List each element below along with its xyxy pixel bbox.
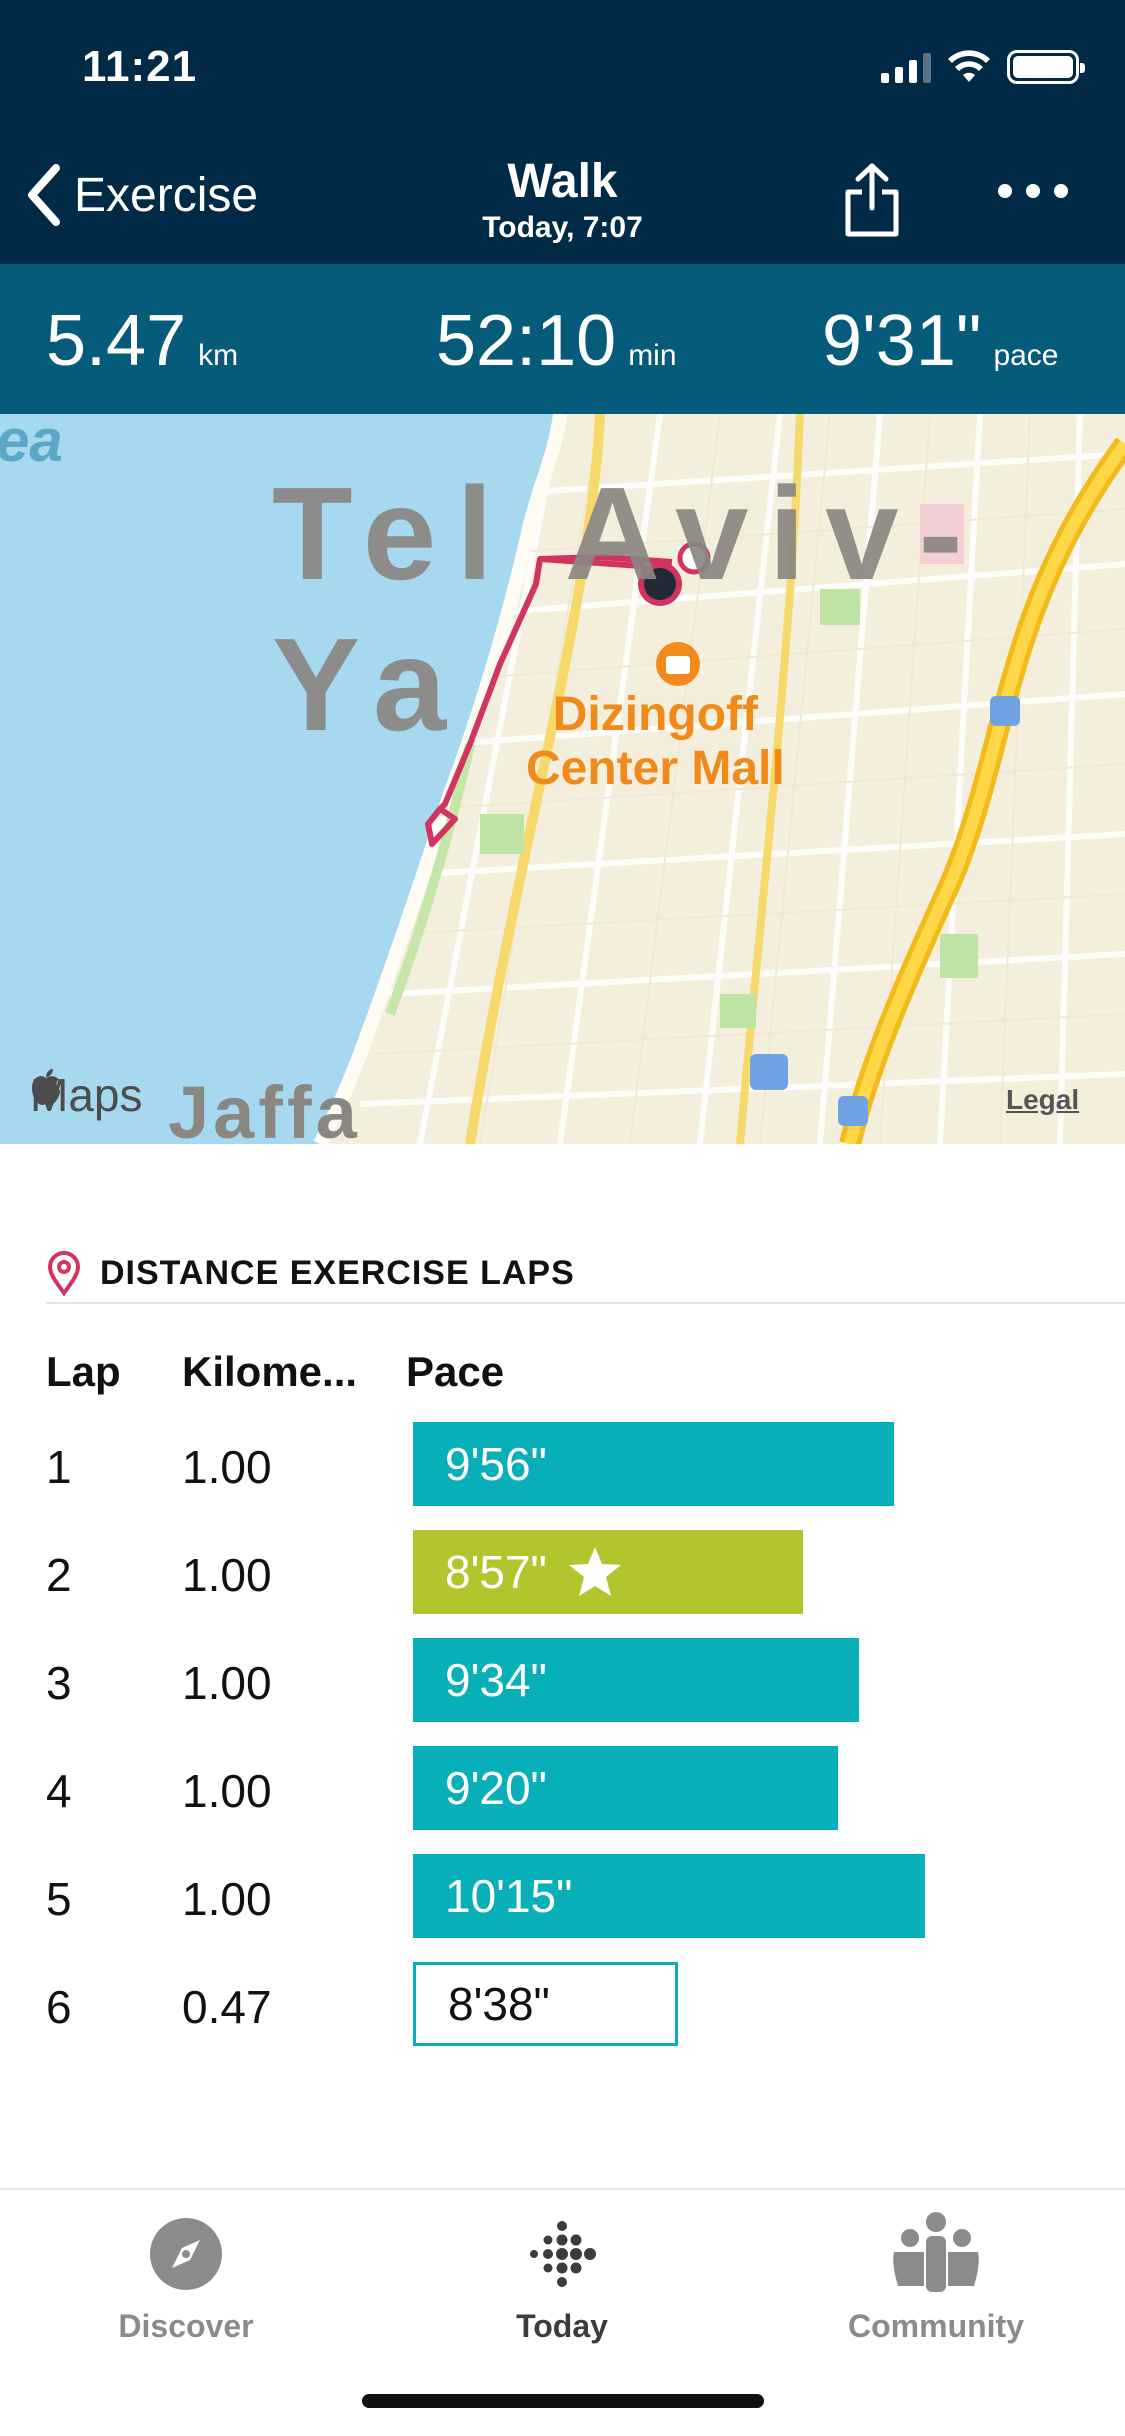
status-icons bbox=[881, 50, 1085, 84]
lap-pace: 9'56" bbox=[445, 1438, 547, 1490]
lap-number: 6 bbox=[46, 1981, 72, 2033]
fitbit-dots-icon bbox=[530, 2221, 596, 2287]
compass-icon bbox=[150, 2218, 222, 2290]
lap-row[interactable]: 1 1.00 9'56" bbox=[0, 1422, 1125, 1506]
lap-number: 2 bbox=[46, 1549, 72, 1601]
map-legal-link[interactable]: Legal bbox=[1006, 1084, 1080, 1115]
lap-number: 4 bbox=[46, 1765, 72, 1817]
section-divider bbox=[46, 1302, 1125, 1304]
pace-column-header: Pace bbox=[406, 1348, 505, 1395]
lap-pace: 8'38" bbox=[448, 1978, 550, 2030]
lap-pace-bar: 10'15" bbox=[413, 1854, 925, 1938]
battery-icon bbox=[1007, 50, 1085, 84]
lap-row[interactable]: 2 1.00 8'57" bbox=[0, 1530, 1125, 1614]
tab-today-label: Today bbox=[516, 2308, 608, 2344]
status-bar: 11:21 bbox=[0, 0, 1125, 132]
lap-row[interactable]: 5 1.00 10'15" bbox=[0, 1854, 1125, 1938]
pace-stat: 9'31" pace bbox=[822, 300, 1059, 382]
route-map[interactable]: ea Tel Aviv-Ya Dizingoff Center Mall Map… bbox=[0, 414, 1125, 1144]
back-label: Exercise bbox=[74, 168, 259, 222]
exercise-datetime: Today, 7:07 bbox=[482, 211, 643, 244]
lap-pace: 9'34" bbox=[445, 1654, 547, 1706]
back-button[interactable]: Exercise bbox=[24, 162, 258, 228]
lap-number: 5 bbox=[46, 1873, 72, 1925]
laps-section-title: DISTANCE EXERCISE LAPS bbox=[46, 1250, 575, 1296]
map-city-label: Tel Aviv-Ya bbox=[272, 460, 983, 758]
distance-value: 5.47 bbox=[46, 301, 187, 381]
distance-unit: km bbox=[198, 339, 239, 372]
map-sea-label: ea bbox=[0, 414, 63, 474]
location-pin-icon bbox=[47, 1251, 81, 1296]
pace-unit: pace bbox=[993, 339, 1059, 372]
page-title: Walk Today, 7:07 bbox=[0, 154, 1125, 245]
best-lap-star-icon bbox=[568, 1547, 621, 1596]
map-poi-label: Dizingoff Center Mall bbox=[526, 688, 785, 796]
lap-number: 3 bbox=[46, 1657, 72, 1709]
status-time: 11:21 bbox=[82, 42, 198, 91]
lap-number: 1 bbox=[46, 1441, 72, 1493]
duration-unit: min bbox=[628, 339, 677, 372]
lap-distance: 1.00 bbox=[182, 1657, 272, 1709]
lap-column-header: Lap bbox=[46, 1348, 121, 1395]
nav-bar: Exercise Walk Today, 7:07 bbox=[0, 132, 1125, 264]
chevron-left-icon bbox=[28, 164, 60, 226]
dot-icon bbox=[998, 184, 1012, 198]
home-indicator[interactable] bbox=[362, 2394, 764, 2408]
map-canvas bbox=[0, 414, 1125, 1144]
laps-section-label: DISTANCE EXERCISE LAPS bbox=[100, 1253, 575, 1292]
tab-community-label: Community bbox=[848, 2308, 1024, 2344]
lap-row[interactable]: 6 0.47 8'38" bbox=[0, 1962, 1125, 2046]
more-options-button[interactable] bbox=[998, 184, 1068, 198]
people-icon bbox=[893, 2212, 979, 2292]
lap-pace: 9'20" bbox=[445, 1762, 547, 1814]
tab-community[interactable]: Community bbox=[806, 2212, 1066, 2345]
map-poi-label-line1: Dizingoff bbox=[552, 688, 758, 741]
exercise-title: Walk bbox=[507, 155, 618, 208]
dot-icon bbox=[1054, 184, 1068, 198]
cellular-signal-icon bbox=[881, 51, 931, 83]
wifi-icon bbox=[948, 50, 990, 82]
duration-value: 52:10 bbox=[436, 301, 617, 381]
summary-stats: 5.47 km 52:10 min 9'31" pace bbox=[0, 264, 1125, 414]
tab-today[interactable]: Today bbox=[432, 2212, 692, 2345]
lap-pace: 8'57" bbox=[445, 1546, 547, 1598]
map-district-label: Jaffa bbox=[168, 1071, 361, 1144]
lap-distance: 1.00 bbox=[182, 1873, 272, 1925]
lap-pace: 10'15" bbox=[445, 1870, 573, 1922]
map-poi-label-line2: Center Mall bbox=[526, 742, 785, 795]
apple-logo-icon bbox=[32, 1069, 60, 1105]
dot-icon bbox=[1026, 184, 1040, 198]
tab-discover[interactable]: Discover bbox=[56, 2212, 316, 2345]
lap-pace-bar: 8'57" bbox=[413, 1530, 803, 1614]
duration-stat: 52:10 min bbox=[436, 300, 677, 382]
lap-row[interactable]: 4 1.00 9'20" bbox=[0, 1746, 1125, 1830]
lap-row[interactable]: 3 1.00 9'34" bbox=[0, 1638, 1125, 1722]
header: 11:21 Exercise Walk Today, 7:07 bbox=[0, 0, 1125, 264]
lap-pace-bar: 8'38" bbox=[413, 1962, 678, 2046]
lap-distance: 1.00 bbox=[182, 1549, 272, 1601]
distance-column-header: Kilome... bbox=[182, 1348, 358, 1395]
share-icon[interactable] bbox=[840, 162, 904, 238]
distance-stat: 5.47 km bbox=[46, 300, 238, 382]
lap-distance: 1.00 bbox=[182, 1765, 272, 1817]
lap-pace-bar: 9'56" bbox=[413, 1422, 894, 1506]
lap-distance: 1.00 bbox=[182, 1441, 272, 1493]
maps-attribution: Maps bbox=[30, 1068, 142, 1122]
lap-pace-bar: 9'34" bbox=[413, 1638, 859, 1722]
lap-pace-bar: 9'20" bbox=[413, 1746, 838, 1830]
pace-value: 9'31" bbox=[822, 301, 982, 381]
lap-distance: 0.47 bbox=[182, 1981, 272, 2033]
tab-discover-label: Discover bbox=[118, 2308, 254, 2344]
